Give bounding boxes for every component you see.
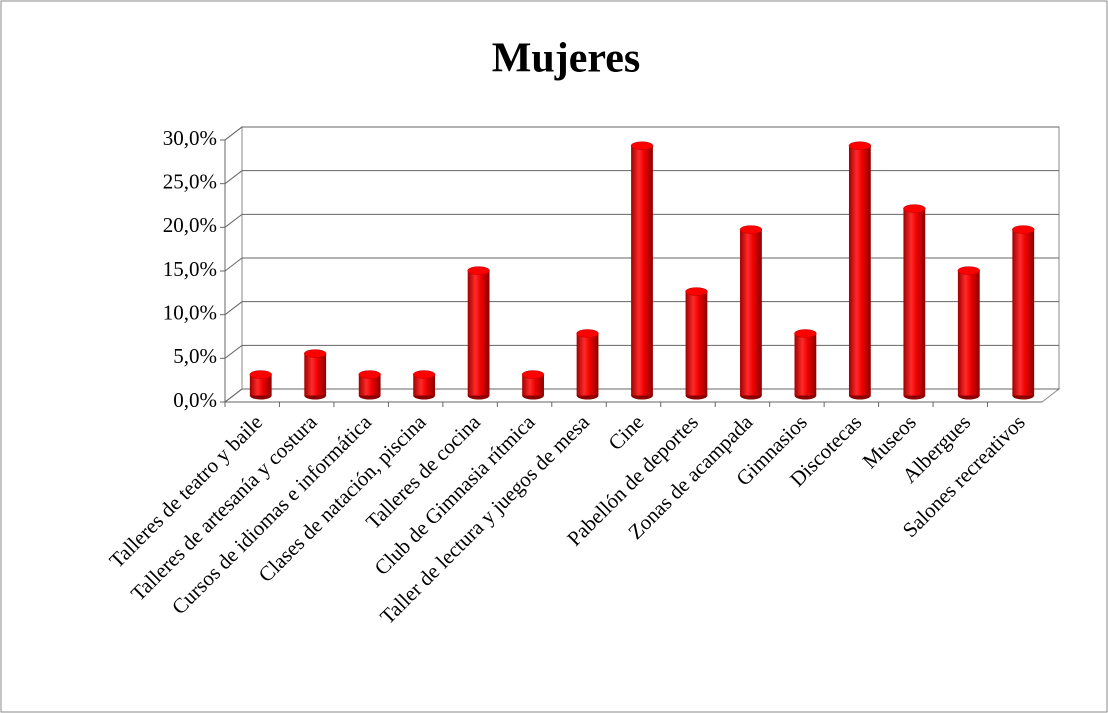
grid-line (224, 388, 1059, 403)
bar-top (249, 370, 272, 379)
grid-line (224, 213, 1059, 228)
bar (413, 374, 436, 396)
y-tick-label: 15,0% (163, 257, 217, 281)
y-tick-label: 0,0% (173, 388, 217, 412)
bar (1012, 229, 1035, 396)
chart-title: Mujeres (492, 36, 641, 82)
y-tick-label: 30,0% (163, 126, 217, 150)
bar-top (903, 204, 926, 213)
grid-line (224, 344, 1059, 359)
bar (685, 291, 708, 396)
bar (522, 374, 544, 396)
bar-top (739, 225, 763, 234)
bar-top (412, 370, 436, 379)
bar (358, 374, 381, 396)
grid-line (224, 257, 1059, 272)
bar-top (957, 266, 980, 275)
y-tick-label: 5,0% (173, 344, 217, 368)
bar-top (630, 141, 654, 150)
bar (576, 333, 599, 396)
bar (903, 208, 926, 396)
bar (848, 145, 871, 396)
bar-top (848, 141, 872, 150)
grid-line (224, 126, 1059, 141)
bar-top (467, 266, 490, 275)
grid-line (224, 170, 1059, 185)
y-tick-label: 20,0% (163, 213, 217, 237)
bar-top (794, 329, 817, 338)
y-tick-label: 25,0% (163, 169, 217, 193)
bar-top (358, 370, 381, 379)
bar-top (576, 329, 599, 338)
y-tick-label: 10,0% (163, 300, 217, 324)
grid-line (224, 301, 1059, 316)
bar (304, 353, 327, 396)
bar-top (521, 370, 545, 379)
bar-top (1012, 225, 1035, 234)
bar (249, 374, 272, 396)
bar-top (685, 287, 708, 296)
bar (794, 333, 817, 396)
bar (740, 229, 762, 396)
bar-top (304, 349, 327, 358)
bar (631, 145, 653, 396)
bar (957, 270, 980, 396)
bar (467, 270, 490, 396)
